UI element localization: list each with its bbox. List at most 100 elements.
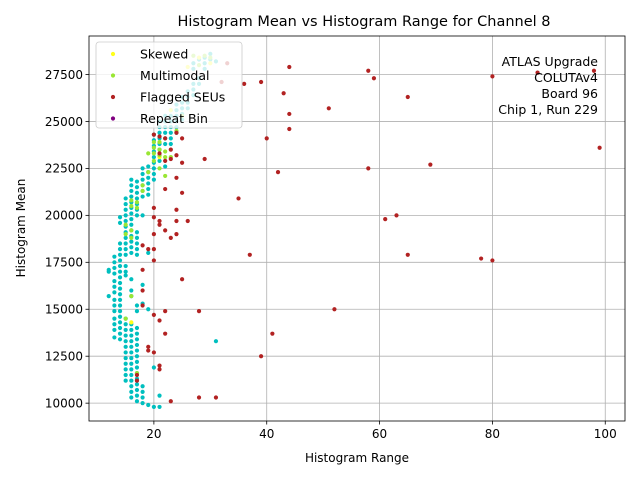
data-point — [117, 337, 123, 342]
data-point — [134, 196, 140, 201]
data-point — [112, 254, 117, 259]
data-point — [196, 309, 202, 314]
data-point — [134, 205, 140, 210]
legend: Skewed Multimodal Flagged SEUs Repeat Bin — [95, 41, 243, 129]
data-point — [174, 130, 179, 135]
data-point — [117, 241, 123, 246]
data-point — [117, 252, 123, 257]
data-point — [146, 344, 151, 349]
data-point — [134, 200, 140, 205]
data-point — [112, 265, 117, 271]
data-point — [134, 179, 140, 184]
data-point — [117, 331, 123, 336]
data-point — [163, 173, 168, 179]
data-point — [168, 136, 173, 141]
data-point — [134, 378, 140, 383]
data-point — [146, 186, 151, 192]
data-point — [151, 232, 156, 237]
annotation-line: COLUTAv4 — [534, 70, 598, 85]
data-point — [163, 155, 168, 160]
data-point — [117, 292, 123, 297]
data-point — [134, 252, 140, 257]
data-point — [146, 348, 151, 353]
data-point — [134, 247, 140, 252]
y-tick-label: 20000 — [45, 209, 83, 223]
data-point — [185, 218, 190, 224]
data-point — [129, 211, 134, 216]
data-point — [123, 201, 128, 207]
data-point — [117, 269, 123, 274]
data-point — [146, 250, 151, 256]
data-point — [174, 232, 179, 237]
data-point — [168, 235, 173, 240]
x-tick-label: 20 — [146, 427, 161, 441]
data-point — [157, 134, 162, 139]
y-tick-label: 15000 — [45, 303, 83, 317]
data-point — [168, 399, 173, 404]
data-point — [405, 252, 410, 257]
data-point — [129, 320, 134, 325]
data-point — [134, 387, 140, 393]
legend-label: Skewed — [140, 47, 188, 62]
data-point — [106, 267, 111, 272]
data-point — [134, 213, 140, 218]
data-point — [123, 232, 128, 237]
data-point — [179, 136, 185, 141]
data-points — [106, 51, 602, 410]
data-point — [123, 196, 128, 201]
data-point — [134, 185, 140, 190]
axis-ticks: 20 40 60 80 100 10000 12500 15000 17500 20000 2250… — [45, 68, 617, 441]
data-point — [174, 207, 179, 212]
data-point — [129, 395, 134, 400]
data-point — [129, 198, 134, 203]
data-point — [123, 207, 128, 212]
data-point — [366, 68, 371, 73]
legend-marker — [110, 51, 116, 57]
data-point — [597, 145, 602, 150]
data-point — [123, 247, 128, 252]
data-point — [140, 166, 145, 171]
data-point — [117, 297, 123, 302]
data-point — [112, 290, 117, 295]
data-point — [140, 171, 145, 177]
data-point — [140, 389, 145, 394]
data-point — [490, 74, 495, 79]
data-point — [129, 294, 134, 299]
data-point — [146, 192, 151, 197]
data-point — [134, 309, 140, 314]
data-point — [163, 158, 168, 163]
data-point — [157, 147, 162, 152]
data-point — [123, 218, 128, 224]
data-point — [129, 217, 134, 222]
data-point — [174, 218, 179, 224]
data-point — [117, 220, 123, 225]
data-point — [146, 307, 151, 312]
data-point — [123, 378, 128, 383]
data-point — [129, 245, 134, 250]
data-point — [129, 367, 134, 372]
data-point — [179, 160, 185, 165]
data-point — [129, 177, 134, 182]
data-point — [281, 91, 286, 96]
data-point — [123, 350, 128, 355]
data-point — [332, 307, 337, 312]
data-point — [112, 309, 117, 314]
data-point — [112, 335, 117, 340]
data-point — [134, 399, 140, 404]
data-point — [213, 339, 219, 344]
data-point — [129, 378, 134, 383]
data-point — [117, 258, 123, 263]
y-tick-label: 17500 — [45, 256, 83, 270]
data-point — [146, 151, 151, 156]
y-tick-label: 25000 — [45, 115, 83, 129]
data-point — [179, 277, 185, 282]
data-point — [163, 186, 168, 192]
data-point — [123, 344, 128, 349]
data-point — [157, 393, 162, 398]
data-point — [134, 241, 140, 246]
data-point — [146, 175, 151, 180]
data-point — [129, 203, 134, 209]
y-tick-label: 12500 — [45, 350, 83, 364]
